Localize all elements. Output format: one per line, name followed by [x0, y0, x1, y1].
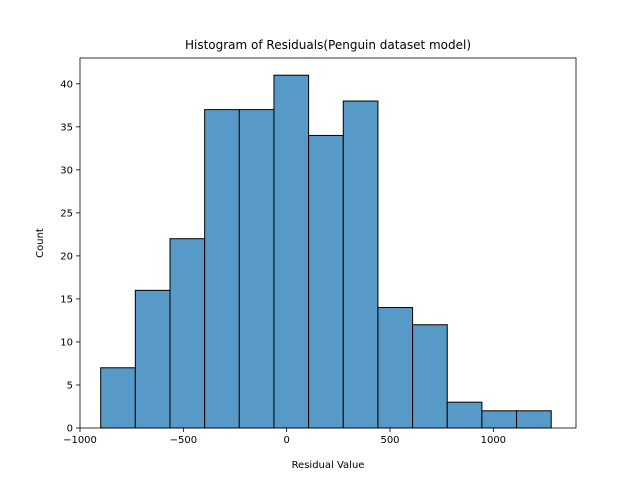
histogram-bar	[412, 324, 448, 429]
y-axis-label: Count	[35, 228, 46, 258]
y-tick-label: 40	[60, 79, 73, 90]
histogram-bar	[100, 367, 136, 429]
x-tick-label: −1000	[63, 435, 97, 446]
y-axis-ticks: 0 5 10 15 20 25 30 35 40	[60, 79, 80, 435]
x-tick-label: 0	[283, 435, 289, 446]
histogram-bar	[169, 238, 206, 429]
histogram-bars	[100, 74, 552, 429]
y-tick-label: 10	[60, 337, 73, 348]
y-tick-label: 20	[60, 251, 73, 262]
x-tick-label: 1000	[481, 435, 506, 446]
histogram-bar	[134, 289, 171, 429]
x-axis-label: Residual Value	[292, 460, 365, 471]
histogram-bar	[238, 109, 275, 429]
y-tick-label: 5	[67, 380, 73, 391]
histogram-bar	[377, 307, 414, 429]
histogram-bar	[481, 410, 518, 429]
histogram-bar	[273, 74, 310, 429]
plot-frame	[79, 57, 577, 429]
histogram-bar	[446, 401, 483, 429]
y-tick-label: 35	[60, 122, 73, 133]
histogram-bar	[204, 109, 240, 429]
histogram-bar	[516, 410, 552, 429]
y-tick-label: 15	[60, 294, 73, 305]
y-tick-label: 30	[60, 165, 73, 176]
histogram-bar	[308, 134, 344, 429]
chart-title: Histogram of Residuals(Penguin dataset m…	[185, 38, 471, 52]
histogram-bar	[342, 100, 379, 429]
x-tick-label: 500	[380, 435, 399, 446]
y-tick-label: 25	[60, 208, 73, 219]
y-tick-label: 0	[67, 424, 73, 435]
x-tick-label: −500	[170, 435, 197, 446]
x-axis-ticks: −1000 −500 0 500 1000	[63, 428, 506, 446]
